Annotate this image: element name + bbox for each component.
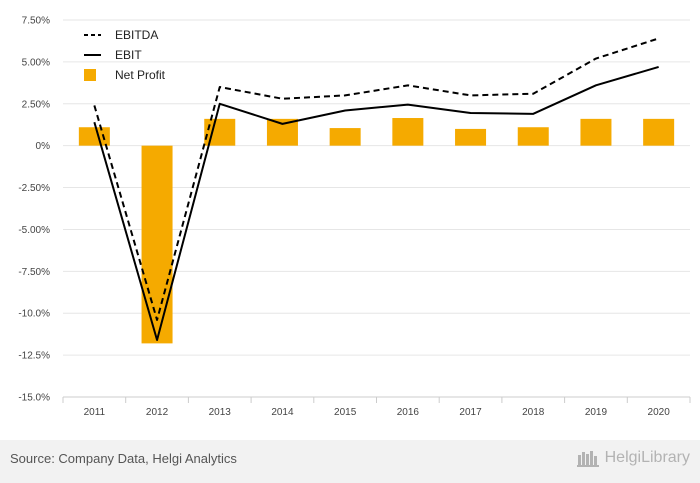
x-tick-label: 2017	[459, 407, 482, 418]
legend-item-ebitda[interactable]: EBITDA	[84, 28, 158, 42]
source-note: Source: Company Data, Helgi Analytics	[10, 451, 237, 466]
net-profit-bar[interactable]	[329, 128, 361, 146]
net-profit-bar[interactable]	[455, 128, 487, 146]
line-series	[93, 37, 659, 342]
y-tick-label: -12.5%	[18, 351, 50, 362]
legend: EBITDA EBIT Net Profit	[84, 28, 166, 82]
y-tick-label: 2.50%	[22, 99, 50, 110]
net-profit-bars	[78, 118, 675, 344]
net-profit-bar[interactable]	[78, 127, 110, 146]
x-tick-label: 2015	[334, 407, 357, 418]
x-tick-label: 2012	[146, 407, 169, 418]
legend-ebitda-label: EBITDA	[115, 28, 158, 42]
y-tick-label: -5.00%	[18, 225, 50, 236]
x-axis: 2011 2012 2013 2014 2015 2016 2017 2018 2019 2020	[62, 396, 691, 418]
y-tick-label: 0%	[36, 141, 51, 152]
net-profit-bar[interactable]	[643, 118, 675, 146]
y-tick-label: 5.00%	[22, 57, 50, 68]
net-profit-bar[interactable]	[392, 118, 424, 146]
footer: Source: Company Data, Helgi Analytics He…	[0, 440, 700, 483]
x-tick-label: 2020	[648, 407, 671, 418]
brand-logo[interactable]: HelgiLibrary	[576, 449, 690, 467]
y-tick-label: -15.0%	[18, 393, 50, 404]
y-tick-label: -7.50%	[18, 267, 50, 278]
legend-net-profit-marker	[84, 69, 96, 81]
brand-name: HelgiLibrary	[604, 449, 690, 466]
library-icon	[576, 451, 599, 467]
x-tick-label: 2019	[585, 407, 608, 418]
legend-net-profit-label: Net Profit	[115, 68, 166, 82]
y-axis-ticks: 7.50% 5.00% 2.50% 0% -2.50% -5.00% -7.50% -10.0…	[18, 16, 50, 404]
ebit-line[interactable]	[93, 65, 659, 342]
x-tick-label: 2014	[271, 407, 294, 418]
net-profit-bar[interactable]	[580, 118, 612, 146]
net-profit-bar[interactable]	[141, 145, 173, 344]
legend-item-net-profit[interactable]: Net Profit	[84, 68, 166, 82]
legend-item-ebit[interactable]: EBIT	[84, 48, 142, 62]
legend-ebit-label: EBIT	[115, 48, 142, 62]
x-tick-label: 2011	[84, 407, 106, 418]
x-tick-label: 2018	[522, 407, 545, 418]
y-tick-label: -10.0%	[18, 309, 50, 320]
y-tick-label: 7.50%	[22, 16, 50, 27]
x-tick-label: 2013	[209, 407, 232, 418]
ebitda-line[interactable]	[93, 37, 659, 321]
chart: 7.50% 5.00% 2.50% 0% -2.50% -5.00% -7.50% -10.0…	[18, 16, 691, 418]
net-profit-bar[interactable]	[517, 127, 549, 146]
y-tick-label: -2.50%	[18, 183, 50, 194]
x-tick-label: 2016	[397, 407, 420, 418]
